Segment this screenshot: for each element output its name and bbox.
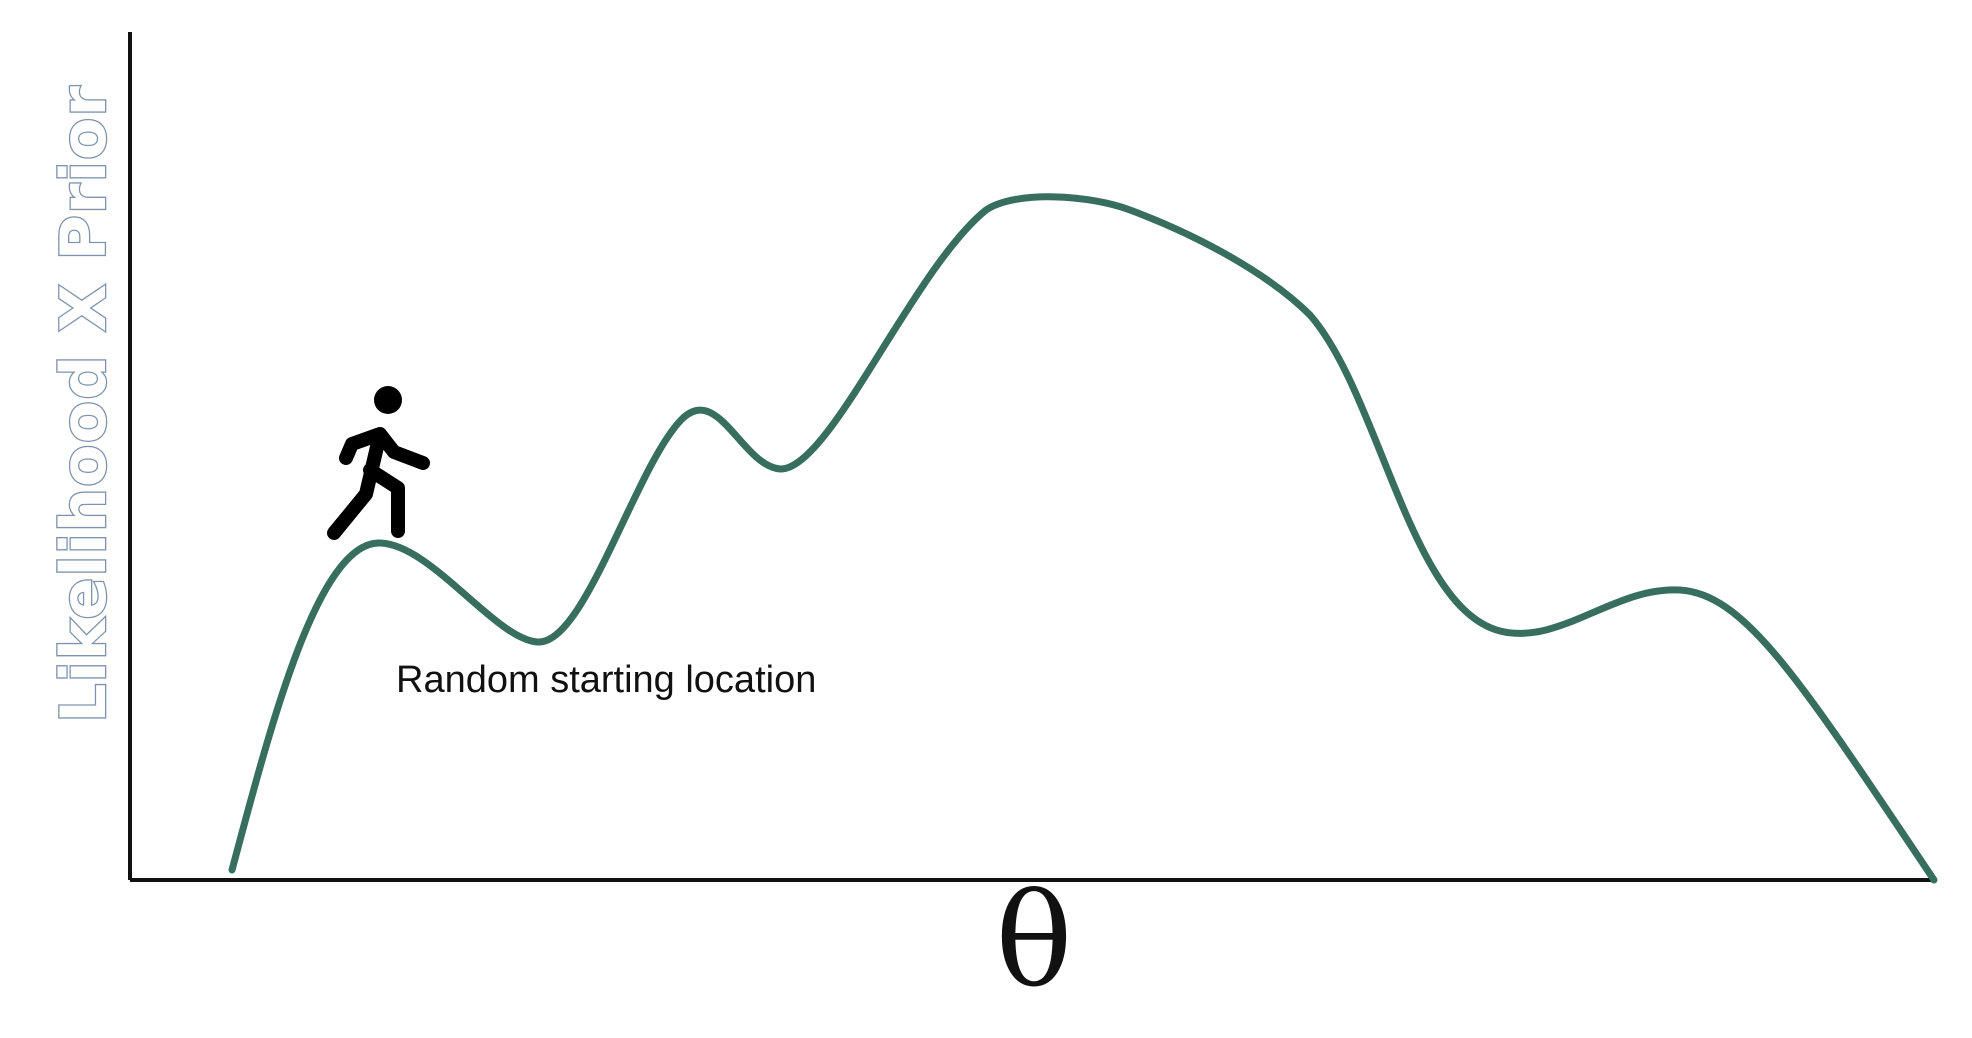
density-curve [228,193,1938,884]
random-start-annotation: Random starting location [396,659,816,701]
y-axis-label: Likelihood X Prior [47,85,120,723]
person-walking-icon [327,386,430,540]
x-axis-label: θ [995,867,1072,1016]
